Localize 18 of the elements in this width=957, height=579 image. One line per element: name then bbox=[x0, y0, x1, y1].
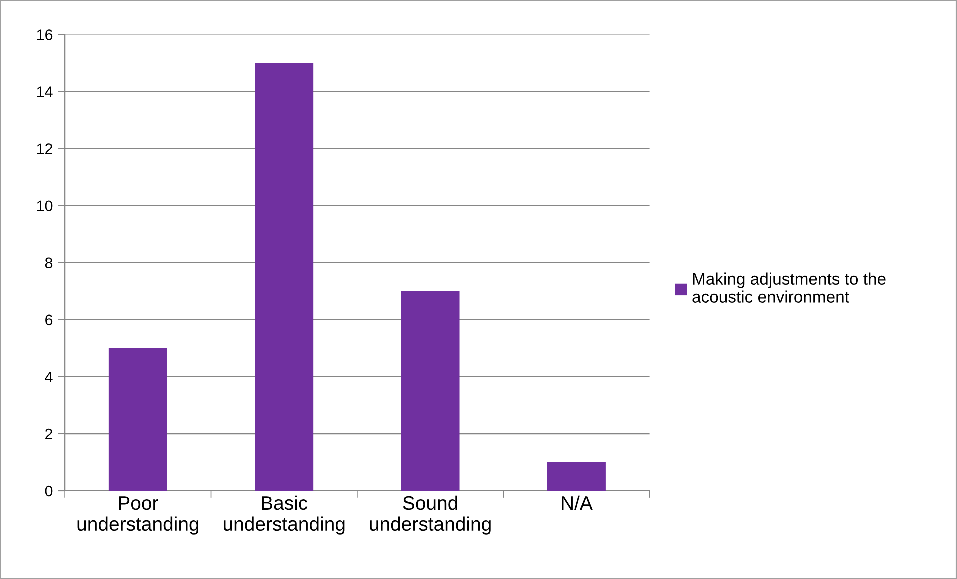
y-tick-label: 14 bbox=[37, 86, 53, 98]
y-tick-label: 10 bbox=[37, 200, 53, 212]
x-tick-label: N/A bbox=[562, 496, 593, 510]
bar bbox=[255, 63, 314, 491]
y-tick-label: 2 bbox=[46, 428, 53, 440]
bar bbox=[108, 348, 168, 491]
x-tick-label: Poor understanding bbox=[78, 496, 199, 535]
y-tick-label: 0 bbox=[45, 486, 53, 497]
bar bbox=[547, 462, 606, 491]
y-tick-label: 4 bbox=[45, 372, 53, 382]
x-tick-label: Basic understanding bbox=[224, 496, 345, 535]
legend-label: Making adjustments to the acoustic environment bbox=[692, 272, 886, 303]
y-tick-label: 12 bbox=[37, 144, 53, 154]
y-tick-label: 8 bbox=[45, 258, 53, 269]
y-tick-label: 16 bbox=[37, 30, 53, 40]
y-tick-label: 6 bbox=[46, 314, 53, 326]
x-tick-label: Sound understanding bbox=[370, 496, 491, 535]
bar bbox=[401, 291, 460, 491]
